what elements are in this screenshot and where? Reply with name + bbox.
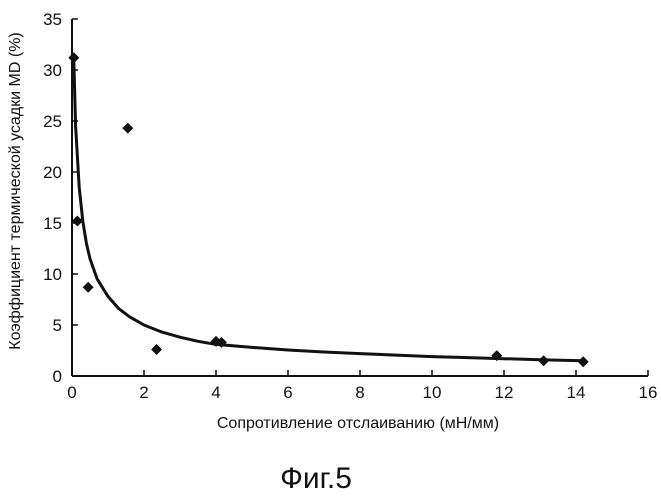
x-tick-label: 14: [567, 383, 586, 402]
data-point: [83, 282, 94, 293]
data-point: [122, 123, 133, 134]
x-tick-label: 2: [139, 383, 148, 402]
x-axis-title: Сопротивление отслаиванию (мН/мм): [217, 415, 499, 432]
x-tick-label: 4: [211, 383, 220, 402]
y-tick-label: 0: [53, 367, 62, 386]
y-tick-label: 30: [43, 61, 62, 80]
data-point: [538, 355, 549, 366]
plot-area: 0 5 10 15 20 25 30 35 0 2 4 6 8 10 12 14 16: [43, 10, 657, 402]
y-tick-label: 20: [43, 163, 62, 182]
x-tick-label: 12: [495, 383, 514, 402]
trend-line: [74, 60, 583, 361]
y-tick-label: 15: [43, 214, 62, 233]
y-tick-label: 25: [43, 112, 62, 131]
x-tick-label: 16: [639, 383, 658, 402]
x-tick-label: 0: [67, 383, 76, 402]
y-axis-title: Коэффициент термической усадки MD (%): [7, 32, 24, 349]
data-point: [68, 52, 79, 63]
figure-caption: Фиг.5: [280, 462, 352, 495]
y-tick-label: 35: [43, 10, 62, 29]
y-tick-label: 10: [43, 265, 62, 284]
data-point: [578, 356, 589, 367]
data-point: [151, 344, 162, 355]
x-tick-label: 8: [355, 383, 364, 402]
x-tick-label: 6: [283, 383, 292, 402]
y-tick-label: 5: [53, 316, 62, 335]
x-tick-label: 10: [423, 383, 442, 402]
